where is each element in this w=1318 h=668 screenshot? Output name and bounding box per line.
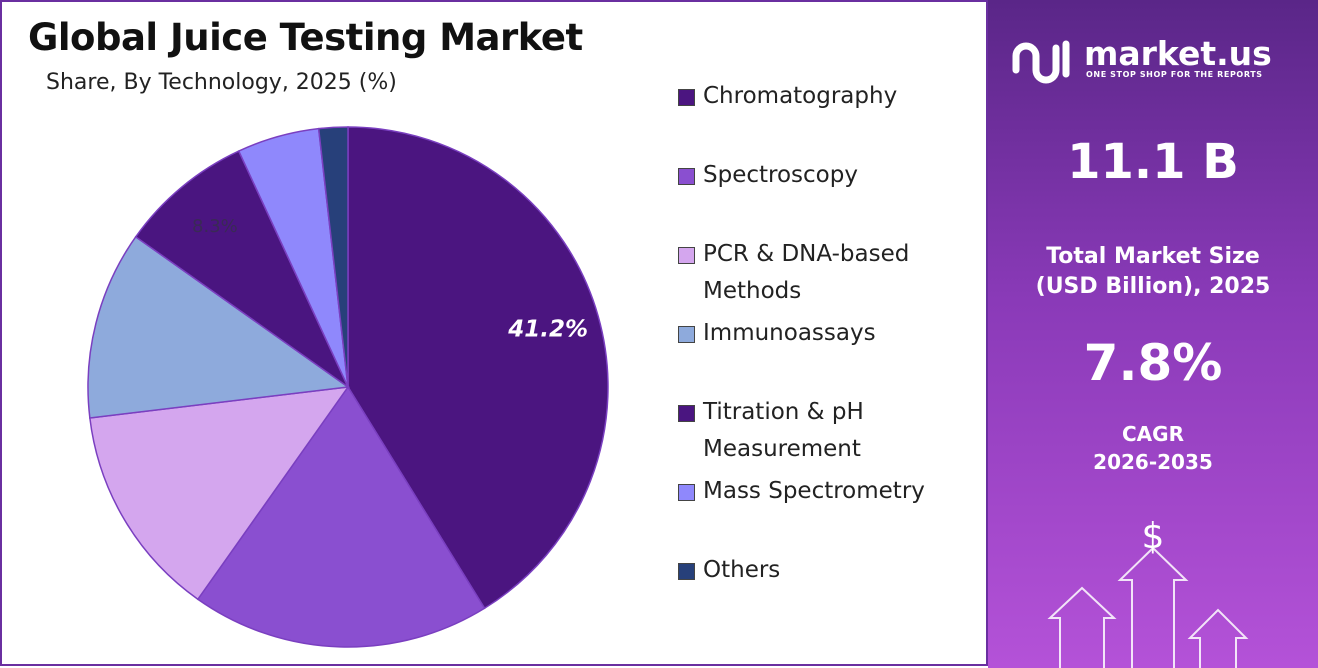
- legend-item: Titration & pH Measurement: [678, 394, 978, 473]
- legend: Chromatography Spectroscopy PCR & DNA-base…: [678, 78, 978, 631]
- market-size-label: Total Market Size (USD Billion), 2025: [1035, 244, 1271, 299]
- legend-label: Others: [703, 557, 781, 583]
- info-panel: market.us ONE STOP SHOP FOR THE REPORTS …: [988, 0, 1318, 668]
- pie-slice: [317, 126, 349, 388]
- legend-label: Mass Spectrometry: [703, 478, 925, 504]
- legend-item: Chromatography: [678, 78, 978, 157]
- dollar-icon: $: [1141, 516, 1165, 557]
- chart-subtitle: Share, By Technology, 2025 (%): [46, 70, 397, 95]
- panel-graphics: [1012, 40, 1249, 668]
- legend-item: Immunoassays: [678, 315, 978, 394]
- chart-area: Global Juice Testing Market Share, By Te…: [0, 0, 988, 666]
- tagline: ONE STOP SHOP FOR THE REPORTS: [1086, 70, 1263, 79]
- brand: market.us: [1084, 34, 1272, 73]
- cagr: 7.8%: [1083, 334, 1223, 392]
- legend-item: Mass Spectrometry: [678, 473, 978, 552]
- legend-swatch: [678, 247, 695, 264]
- legend-label: Chromatography: [703, 83, 898, 109]
- legend-label: Immunoassays: [703, 320, 876, 346]
- legend-label: Titration & pH Measurement: [703, 399, 864, 462]
- data-label: 8.3%: [192, 216, 238, 237]
- pie-slice: [196, 385, 486, 648]
- pie-slice: [89, 386, 350, 601]
- legend-item: PCR & DNA-based Methods: [678, 236, 978, 315]
- legend-label: PCR & DNA-based Methods: [703, 241, 910, 304]
- pie: 41.2% 8.3%: [87, 126, 609, 648]
- pie-slice: [134, 150, 350, 390]
- arrows: [1047, 546, 1249, 668]
- cagr-label: CAGR: [1122, 422, 1184, 446]
- pie-slice: [347, 126, 609, 610]
- legend-swatch: [678, 405, 695, 422]
- data-label: 41.2%: [507, 317, 588, 343]
- legend-label: Spectroscopy: [703, 162, 858, 188]
- legend-item: Others: [678, 552, 978, 631]
- pie-slice: [87, 235, 351, 419]
- legend-swatch: [678, 168, 695, 185]
- legend-swatch: [678, 89, 695, 106]
- legend-swatch: [678, 484, 695, 501]
- legend-item: Spectroscopy: [678, 157, 978, 236]
- market-size: 11.1 B: [1067, 134, 1239, 190]
- chart-title: Global Juice Testing Market: [28, 16, 583, 59]
- logo-icon: [1012, 40, 1070, 84]
- cagr-period: 2026-2035: [1093, 450, 1213, 474]
- legend-swatch: [678, 563, 695, 580]
- legend-swatch: [678, 326, 695, 343]
